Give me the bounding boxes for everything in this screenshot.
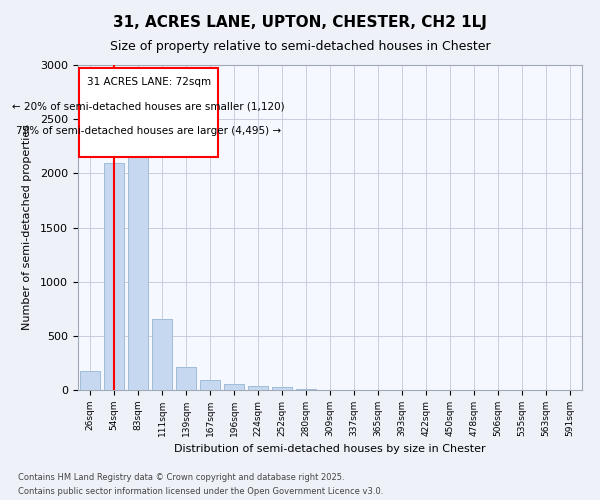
Bar [272, 388, 292, 390]
Bar [152, 318, 172, 390]
Y-axis label: Number of semi-detached properties: Number of semi-detached properties [22, 124, 32, 330]
Bar [248, 386, 268, 390]
Bar [128, 128, 148, 390]
Text: 31 ACRES LANE: 72sqm: 31 ACRES LANE: 72sqm [87, 77, 211, 87]
Text: ← 20% of semi-detached houses are smaller (1,120): ← 20% of semi-detached houses are smalle… [13, 102, 285, 112]
Text: Contains public sector information licensed under the Open Government Licence v3: Contains public sector information licen… [18, 487, 383, 496]
X-axis label: Distribution of semi-detached houses by size in Chester: Distribution of semi-detached houses by … [174, 444, 486, 454]
Bar [224, 384, 244, 390]
Text: 31, ACRES LANE, UPTON, CHESTER, CH2 1LJ: 31, ACRES LANE, UPTON, CHESTER, CH2 1LJ [113, 15, 487, 30]
FancyBboxPatch shape [79, 68, 218, 157]
Bar [296, 389, 316, 390]
Text: 79% of semi-detached houses are larger (4,495) →: 79% of semi-detached houses are larger (… [16, 126, 281, 136]
Text: Contains HM Land Registry data © Crown copyright and database right 2025.: Contains HM Land Registry data © Crown c… [18, 474, 344, 482]
Text: Size of property relative to semi-detached houses in Chester: Size of property relative to semi-detach… [110, 40, 490, 53]
Bar [200, 380, 220, 390]
Bar [104, 162, 124, 390]
Bar [176, 367, 196, 390]
Bar [80, 371, 100, 390]
